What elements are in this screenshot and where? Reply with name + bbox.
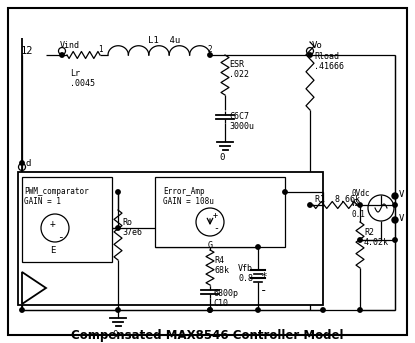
Circle shape (392, 193, 398, 199)
Text: E: E (50, 246, 56, 255)
Text: 0Vdc
V2
0.1: 0Vdc V2 0.1 (351, 189, 369, 219)
Text: Vo: Vo (312, 41, 323, 50)
Circle shape (256, 308, 260, 312)
Text: 2: 2 (208, 45, 212, 54)
Text: L1  4u: L1 4u (148, 36, 180, 45)
Text: 1: 1 (98, 45, 103, 54)
Bar (155, 177, 285, 247)
Circle shape (393, 238, 397, 242)
Text: Error_Amp
GAIN = 108u: Error_Amp GAIN = 108u (163, 187, 214, 206)
Text: -: - (260, 284, 268, 297)
Text: +: + (213, 212, 218, 221)
Circle shape (283, 190, 287, 194)
Text: R4
68k: R4 68k (214, 256, 229, 275)
Text: +: + (50, 219, 56, 229)
Circle shape (392, 217, 398, 223)
Text: 6800p
C10: 6800p C10 (213, 289, 238, 308)
Text: V: V (399, 214, 404, 223)
Text: R1  8.66k: R1 8.66k (315, 195, 360, 204)
Text: R2
4.02k: R2 4.02k (364, 228, 389, 247)
Text: Ro
37e6: Ro 37e6 (122, 218, 142, 237)
Circle shape (116, 308, 120, 312)
Text: C6C7
3000u: C6C7 3000u (229, 112, 254, 131)
Text: G: G (208, 241, 212, 250)
Text: -: - (56, 232, 63, 242)
Circle shape (116, 226, 120, 230)
Circle shape (308, 53, 312, 57)
Circle shape (358, 203, 362, 207)
Text: Vind: Vind (60, 41, 80, 50)
Text: d: d (25, 159, 30, 168)
Circle shape (308, 203, 312, 207)
Text: *: * (260, 272, 267, 282)
Circle shape (321, 308, 325, 312)
Circle shape (20, 308, 24, 312)
Text: 12: 12 (21, 46, 33, 56)
Text: Compensated MAX8546 Controller Model: Compensated MAX8546 Controller Model (71, 330, 343, 343)
Text: 0: 0 (219, 153, 225, 162)
Circle shape (208, 308, 212, 312)
Circle shape (60, 53, 64, 57)
Text: Rload
.41666: Rload .41666 (314, 52, 344, 71)
Circle shape (116, 190, 120, 194)
Circle shape (208, 53, 212, 57)
Text: -: - (213, 223, 219, 233)
Circle shape (393, 203, 397, 207)
Circle shape (20, 161, 24, 165)
Circle shape (358, 238, 362, 242)
Circle shape (256, 245, 260, 249)
Bar (18, 172, 323, 305)
Text: Vfb
0.8: Vfb 0.8 (238, 264, 253, 283)
Bar (22, 177, 112, 262)
Circle shape (358, 308, 362, 312)
Text: Lr
.0045: Lr .0045 (70, 69, 95, 88)
Text: 0: 0 (112, 330, 118, 339)
Text: V: V (399, 190, 404, 199)
Text: ESR
.022: ESR .022 (229, 60, 249, 79)
Text: PWM_comparator
GAIN = 1: PWM_comparator GAIN = 1 (24, 187, 89, 206)
Circle shape (208, 308, 212, 312)
